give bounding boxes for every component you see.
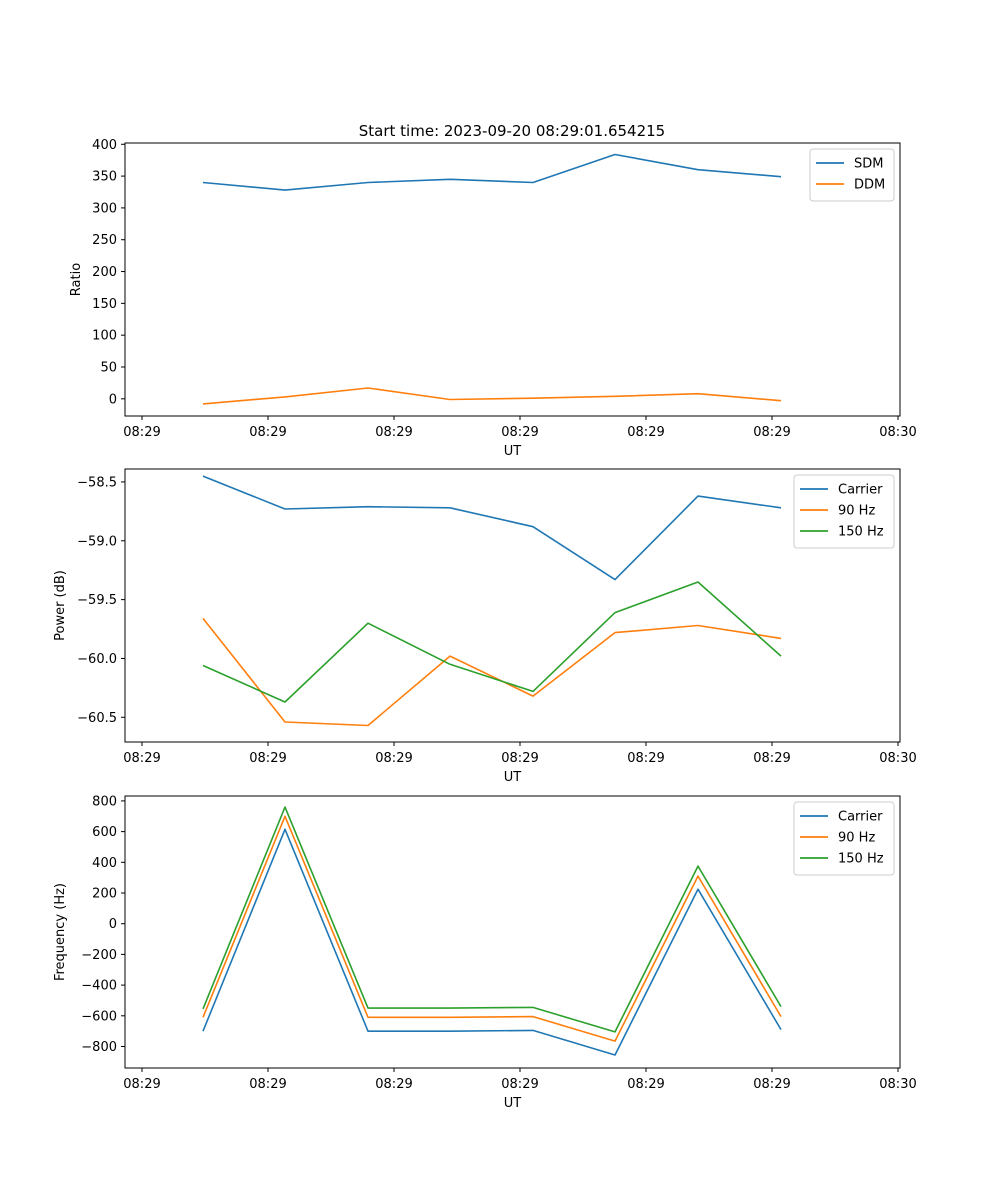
y-tick-label: 600 bbox=[92, 825, 117, 840]
legend-label: Carrier bbox=[838, 483, 883, 498]
x-tick-label: 08:29 bbox=[753, 1077, 790, 1092]
y-tick-label: −60.5 bbox=[77, 711, 117, 726]
y-tick-label: −600 bbox=[81, 1009, 117, 1024]
y-tick-label: 250 bbox=[92, 233, 117, 248]
axes-frame bbox=[124, 468, 901, 743]
legend-label: Carrier bbox=[838, 810, 883, 825]
legend-box bbox=[809, 148, 895, 202]
y-axis-label: Frequency (Hz) bbox=[53, 883, 68, 981]
x-tick-label: 08:29 bbox=[123, 1077, 160, 1092]
subplot-3: 08:29 08:29 08:29 08:29 08:29 08:29 08:30 800 60… bbox=[53, 794, 917, 1111]
y-tick-label: −800 bbox=[81, 1040, 117, 1055]
y-tick-label: 350 bbox=[92, 170, 117, 185]
legend-box bbox=[793, 474, 895, 549]
y-tick-label: −58.5 bbox=[77, 475, 117, 490]
legend: Carrier 90 Hz 150 Hz bbox=[793, 801, 895, 876]
x-tick-label: 08:29 bbox=[501, 1077, 538, 1092]
series-line-ddm bbox=[202, 387, 782, 405]
legend: SDM DDM bbox=[809, 148, 895, 202]
figure-title: Start time: 2023-09-20 08:29:01.654215 bbox=[359, 122, 665, 140]
x-tick-label: 08:29 bbox=[375, 751, 412, 766]
y-tick-label: 0 bbox=[109, 917, 117, 932]
y-tick-label: 150 bbox=[92, 297, 117, 312]
series-line-150-hz bbox=[202, 581, 782, 703]
series-line-90-hz bbox=[202, 617, 782, 727]
y-tick-label: 0 bbox=[109, 392, 117, 407]
x-tick-label: 08:29 bbox=[375, 425, 412, 440]
y-tick-label: 50 bbox=[100, 361, 117, 376]
x-axis-label: UT bbox=[504, 444, 522, 459]
y-tick-label: 200 bbox=[92, 265, 117, 280]
y-tick-label: −59.0 bbox=[77, 534, 117, 549]
x-axis-label: UT bbox=[504, 770, 522, 785]
legend-label: 150 Hz bbox=[838, 852, 884, 867]
series-line-150-hz bbox=[202, 806, 782, 1033]
x-tick-label: 08:29 bbox=[627, 1077, 664, 1092]
y-tick-label: 300 bbox=[92, 201, 117, 216]
legend-label: 150 Hz bbox=[838, 525, 884, 540]
legend-label: SDM bbox=[854, 157, 883, 172]
series-line-90-hz bbox=[202, 815, 782, 1042]
y-tick-label: −60.0 bbox=[77, 652, 117, 667]
y-tick-label: −200 bbox=[81, 948, 117, 963]
x-tick-label: 08:29 bbox=[501, 751, 538, 766]
y-tick-label: 400 bbox=[92, 138, 117, 153]
x-tick-label: 08:29 bbox=[375, 1077, 412, 1092]
legend-box bbox=[793, 801, 895, 876]
y-tick-label: −59.5 bbox=[77, 593, 117, 608]
series-line-sdm bbox=[202, 153, 782, 191]
x-tick-label: 08:29 bbox=[501, 425, 538, 440]
x-tick-label: 08:29 bbox=[123, 751, 160, 766]
x-tick-label: 08:29 bbox=[249, 425, 286, 440]
y-tick-label: 400 bbox=[92, 856, 117, 871]
x-tick-label: 08:29 bbox=[753, 425, 790, 440]
x-axis-label: UT bbox=[504, 1096, 522, 1111]
plots-container: 08:29 08:29 08:29 08:29 08:29 08:29 08:30 0 50 10… bbox=[53, 138, 917, 1111]
x-tick-label: 08:29 bbox=[627, 425, 664, 440]
y-tick-label: 100 bbox=[92, 329, 117, 344]
x-tick-label: 08:29 bbox=[753, 751, 790, 766]
y-tick-label: 200 bbox=[92, 887, 117, 902]
subplot-2: 08:29 08:29 08:29 08:29 08:29 08:29 08:30 −58.5… bbox=[53, 468, 917, 785]
legend-label: DDM bbox=[854, 178, 885, 193]
legend-label: 90 Hz bbox=[838, 831, 875, 846]
x-tick-label: 08:29 bbox=[123, 425, 160, 440]
x-tick-label: 08:30 bbox=[879, 751, 916, 766]
axes-frame bbox=[124, 142, 901, 417]
x-tick-label: 08:30 bbox=[879, 1077, 916, 1092]
y-axis-label: Ratio bbox=[69, 263, 84, 296]
legend: Carrier 90 Hz 150 Hz bbox=[793, 474, 895, 549]
y-tick-label: −400 bbox=[81, 979, 117, 994]
x-tick-label: 08:29 bbox=[249, 1077, 286, 1092]
y-tick-label: 800 bbox=[92, 794, 117, 809]
legend-label: 90 Hz bbox=[838, 504, 875, 519]
y-axis-label: Power (dB) bbox=[53, 570, 68, 641]
series-line-carrier bbox=[202, 828, 782, 1056]
x-tick-label: 08:29 bbox=[627, 751, 664, 766]
axes-frame bbox=[124, 795, 901, 1069]
x-tick-label: 08:29 bbox=[249, 751, 286, 766]
x-tick-label: 08:30 bbox=[879, 425, 916, 440]
subplot-1: 08:29 08:29 08:29 08:29 08:29 08:29 08:30 0 50 10… bbox=[69, 138, 917, 459]
series-line-carrier bbox=[202, 475, 782, 581]
